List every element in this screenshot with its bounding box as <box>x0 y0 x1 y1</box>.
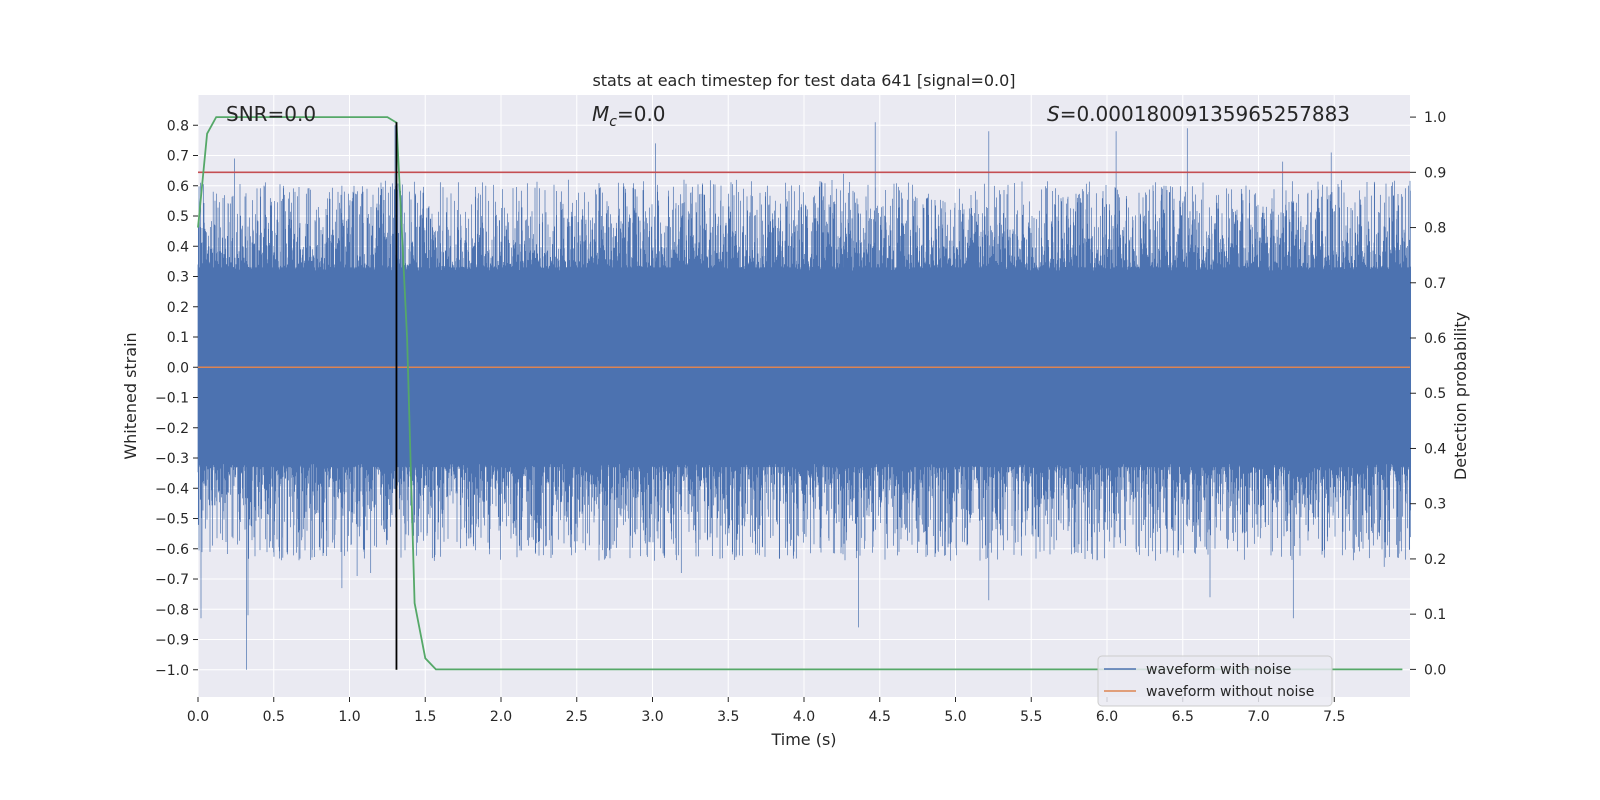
legend-label-clean: waveform without noise <box>1146 684 1314 700</box>
ytick-label-0: 0.8 <box>167 118 189 134</box>
y2tick-label-0: 1.0 <box>1424 110 1446 126</box>
ytick-label-16: −0.8 <box>155 602 189 618</box>
annotation-mc-subscript: c <box>609 114 617 130</box>
y2tick-label-8: 0.2 <box>1424 552 1446 568</box>
y2tick-label-6: 0.4 <box>1424 441 1446 457</box>
x-axis: 0.0 0.5 1.0 1.5 2.0 2.5 3.0 3.5 4.0 4.5 5.0 5.5 6.0 6… <box>187 697 1345 725</box>
ytick-label-11: −0.3 <box>155 451 189 467</box>
y2tick-label-3: 0.7 <box>1424 276 1446 292</box>
xtick-label-13: 6.5 <box>1172 709 1194 725</box>
annotation-mc-symbol: M <box>592 102 609 126</box>
ytick-label-8: 0.0 <box>167 360 189 376</box>
y2-axis-label: Detection probability <box>1451 312 1470 480</box>
legend-label-noise: waveform with noise <box>1146 662 1291 678</box>
ytick-label-17: −0.9 <box>155 633 189 649</box>
ytick-label-13: −0.5 <box>155 512 189 528</box>
y-axis-right: 1.0 0.9 0.8 0.7 0.6 0.5 0.4 0.3 0.2 0.1 0.0 <box>1410 110 1446 678</box>
ytick-label-10: −0.2 <box>155 421 189 437</box>
xtick-label-6: 3.0 <box>641 709 663 725</box>
series-lines <box>197 116 1410 671</box>
ytick-label-7: 0.1 <box>167 330 189 346</box>
legend: waveform with noise waveform without noi… <box>1097 655 1333 707</box>
xtick-label-14: 7.0 <box>1247 709 1269 725</box>
y2tick-label-9: 0.1 <box>1424 607 1446 623</box>
ytick-label-18: −1.0 <box>155 663 189 679</box>
x-axis-label: Time (s) <box>770 730 836 749</box>
annotation-mc-value: =0.0 <box>617 102 666 126</box>
ytick-label-5: 0.3 <box>167 270 189 286</box>
annotation-snr: SNR=0.0 <box>226 102 316 126</box>
ytick-label-3: 0.5 <box>167 209 189 225</box>
y-axis-label: Whitened strain <box>121 332 140 459</box>
y2tick-label-5: 0.5 <box>1424 386 1446 402</box>
ytick-label-9: −0.1 <box>155 391 189 407</box>
xtick-label-3: 1.5 <box>414 709 436 725</box>
xtick-label-1: 0.5 <box>263 709 285 725</box>
xtick-label-5: 2.5 <box>566 709 588 725</box>
ytick-label-1: 0.7 <box>167 149 189 165</box>
legend-box <box>1097 655 1333 707</box>
ytick-label-6: 0.2 <box>167 300 189 316</box>
xtick-label-15: 7.5 <box>1323 709 1345 725</box>
xtick-label-7: 3.5 <box>717 709 739 725</box>
y2tick-label-7: 0.3 <box>1424 497 1446 513</box>
xtick-label-0: 0.0 <box>187 709 209 725</box>
annotation-chirp-mass: Mc=0.0 <box>592 102 666 130</box>
y-axis-left: 0.8 0.7 0.6 0.5 0.4 0.3 0.2 0.1 0.0 −0.1 −0.2 −0.3 −… <box>155 118 198 679</box>
xtick-label-2: 1.0 <box>338 709 360 725</box>
annotation-s-symbol: S <box>1047 102 1060 126</box>
ytick-label-14: −0.6 <box>155 542 189 558</box>
xtick-label-10: 5.0 <box>944 709 966 725</box>
ytick-label-4: 0.4 <box>167 239 189 255</box>
xtick-label-4: 2.0 <box>490 709 512 725</box>
annotation-s-value: =0.00018009135965257883 <box>1060 102 1350 126</box>
annotation-s: S=0.00018009135965257883 <box>1047 102 1350 126</box>
ytick-label-12: −0.4 <box>155 481 189 497</box>
xtick-label-8: 4.0 <box>793 709 815 725</box>
y2tick-label-2: 0.8 <box>1424 221 1446 237</box>
xtick-label-11: 5.5 <box>1020 709 1042 725</box>
y2tick-label-10: 0.0 <box>1424 662 1446 678</box>
ytick-label-2: 0.6 <box>167 179 189 195</box>
xtick-label-12: 6.0 <box>1096 709 1118 725</box>
y2tick-label-1: 0.9 <box>1424 165 1446 181</box>
xtick-label-9: 4.5 <box>869 709 891 725</box>
detection-probability-line <box>197 116 1403 671</box>
y2tick-label-4: 0.6 <box>1424 331 1446 347</box>
chart-title: stats at each timestep for test data 641… <box>592 71 1015 90</box>
ytick-label-15: −0.7 <box>155 572 189 588</box>
